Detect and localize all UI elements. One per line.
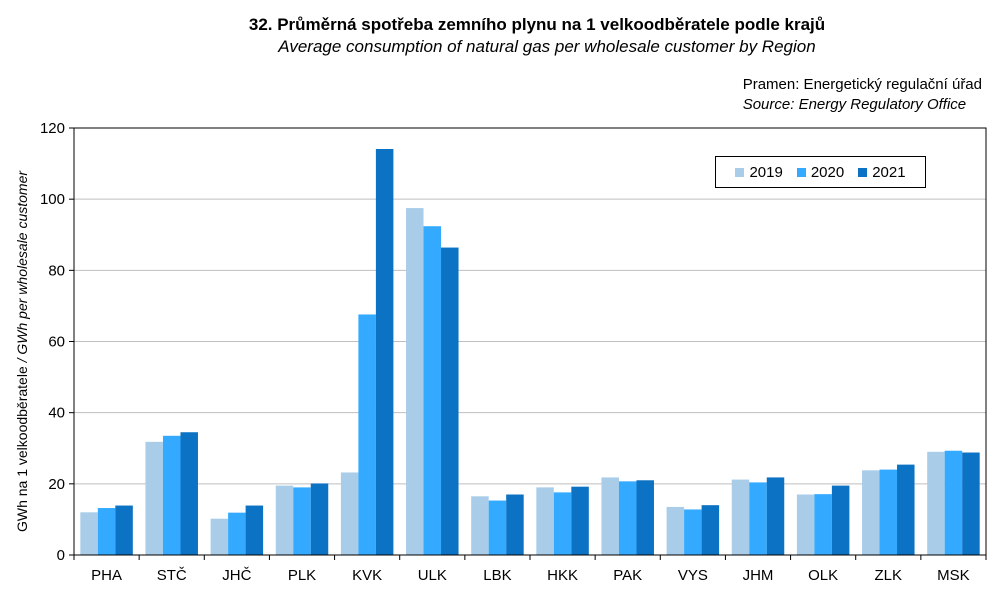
bar-2021-ULK [441,247,459,555]
bar-2019-HKK [536,487,554,555]
bar-2021-PLK [310,483,329,555]
bar-2021-OLK [831,485,850,555]
x-tick-label: HKK [547,567,578,584]
x-tick-label: PLK [288,567,316,584]
bar-2019-LBK [471,496,489,555]
bar-2021-HKK [571,486,589,555]
y-tick-label: 60 [48,334,65,351]
y-axis-label-en: / GWh per wholesale customer [14,170,30,364]
x-tick-label: OLK [808,567,838,584]
bar-2019-PHA [80,512,98,555]
x-tick-label: KVK [352,567,382,584]
bar-2019-JHČ [210,518,229,555]
bar-2020-VYS [684,509,702,555]
x-tick-label: MSK [937,567,970,584]
bar-2021-PHA [115,505,133,555]
bar-2019-ULK [406,208,424,555]
legend-item-2019: 2019 [735,163,783,181]
legend-label-2019: 2019 [749,163,783,181]
chart-title-block: 32. Průměrná spotřeba zemního plynu na 1… [0,14,1004,58]
bar-2019-PAK [601,477,619,555]
plot-area-border [73,127,987,556]
y-tick-label: 120 [40,120,65,137]
bar-2020-HKK [553,492,572,555]
bar-2020-ZLK [879,469,898,555]
bar-2020-PAK [618,481,637,555]
bar-2020-LBK [488,500,507,555]
legend-label-2021: 2021 [872,163,906,181]
y-tick-label: 80 [48,262,65,279]
bar-2020-OLK [814,494,832,555]
legend-swatch-2021 [858,167,868,177]
legend-label-2020: 2020 [810,163,845,181]
y-axis-label-cz: GWh na 1 velkoodběratele [14,362,30,532]
bar-2021-ZLK [897,464,915,555]
bar-2019-STČ [145,441,163,555]
bar-2020-PLK [293,487,311,555]
bar-2020-JHM [749,482,767,555]
source-note: Pramen: Energetický regulační úřad Sourc… [743,75,982,115]
bar-2020-KVK [358,314,376,555]
x-tick-label: LBK [483,567,511,584]
legend-swatch-2019 [735,167,745,177]
y-tick-label: 20 [48,476,65,493]
y-tick-label: 100 [40,191,65,208]
bar-2021-MSK [962,452,980,555]
x-tick-label: PHA [91,567,122,584]
bar-2021-STČ [180,432,198,555]
bar-2019-PLK [275,485,294,555]
legend-item-2021: 2021 [858,163,906,181]
bar-2020-ULK [423,226,442,555]
bar-2021-PAK [636,480,654,555]
bar-2020-STČ [162,435,181,555]
x-tick-label: JHM [743,567,774,584]
chart-subtitle: Average consumption of natural gas per w… [278,37,816,56]
bar-2019-KVK [340,472,359,555]
y-tick-label: 40 [48,405,65,422]
bar-2021-JHČ [245,505,264,555]
x-tick-label: ULK [418,567,447,584]
chart-title: 32. Průměrná spotřeba zemního plynu na 1… [248,15,826,34]
bar-2020-MSK [944,450,963,555]
bar-2019-OLK [796,494,815,555]
bar-2020-PHA [97,508,116,555]
x-tick-label: VYS [678,567,708,584]
x-tick-label: STČ [157,567,187,584]
legend-swatch-2020 [796,167,806,177]
x-tick-label: JHČ [222,567,251,584]
source-en: Source: Energy Regulatory Office [742,96,967,113]
bar-2020-JHČ [228,512,246,555]
source-cz: Pramen: Energetický regulační úřad [742,76,982,93]
y-axis-label: GWh na 1 velkoodběratele / GWh per whole… [14,170,30,532]
bar-2021-JHM [766,477,785,555]
bar-2019-VYS [666,506,685,555]
bar-2019-MSK [927,451,945,555]
legend-item-2020: 2020 [796,163,845,181]
y-tick-label: 0 [57,547,65,564]
bar-2021-VYS [701,505,720,555]
x-tick-label: PAK [613,567,642,584]
bar-2019-ZLK [862,470,880,555]
legend: 2019 2020 2021 [715,156,926,188]
bar-2019-JHM [731,479,750,555]
x-tick-label: ZLK [875,567,903,584]
bar-2021-LBK [506,494,524,555]
bar-2021-KVK [375,148,394,555]
